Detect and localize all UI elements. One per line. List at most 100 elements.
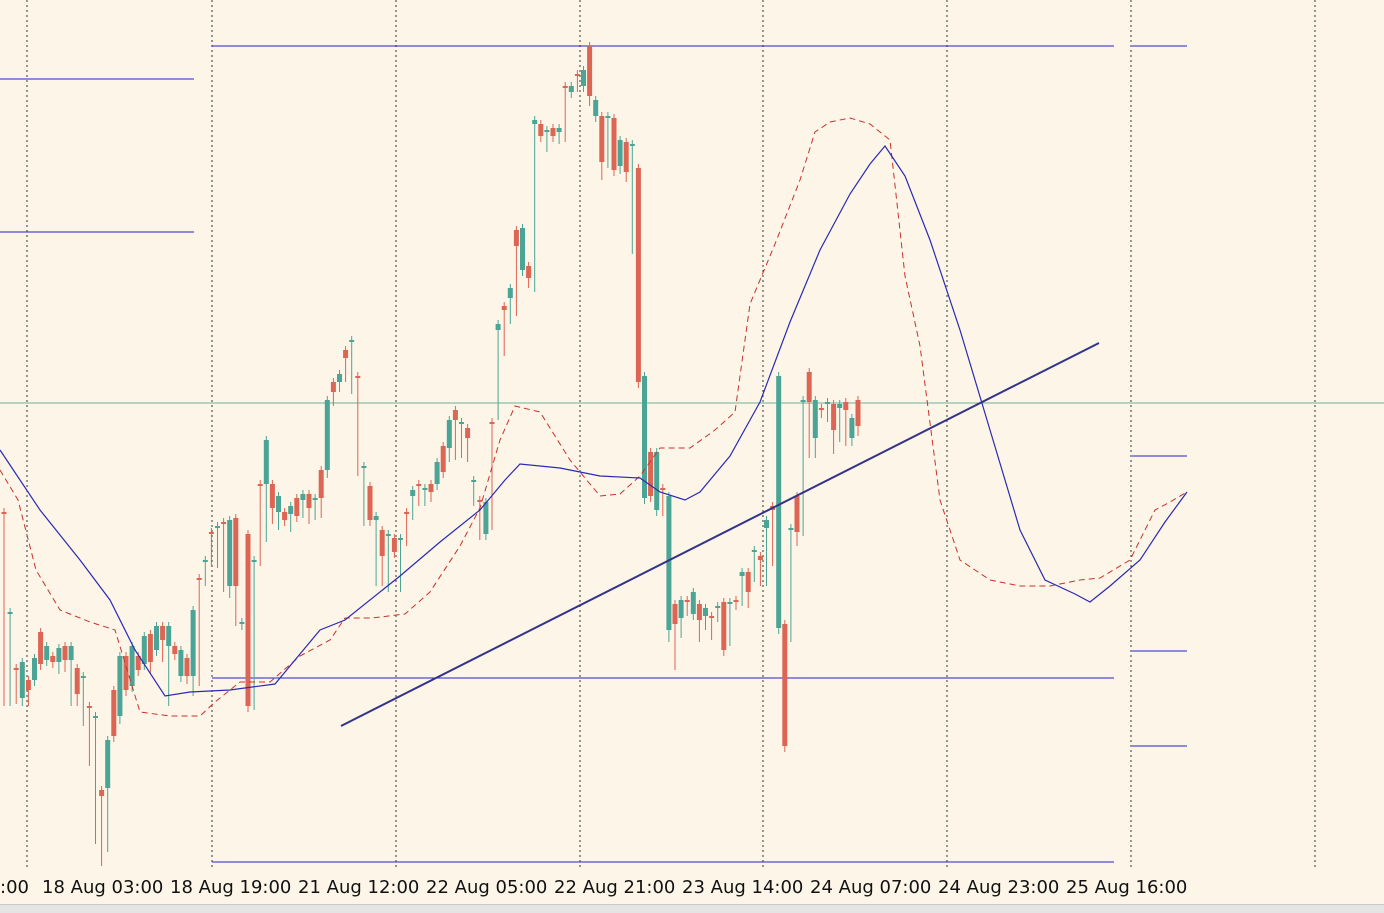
candle-6	[38, 628, 44, 670]
candle-16	[99, 786, 105, 866]
candle-94	[574, 70, 580, 92]
candle-body	[843, 402, 849, 410]
candle-body	[849, 418, 855, 438]
candle-31	[190, 606, 196, 696]
candle-28	[172, 642, 178, 660]
candle-body	[239, 622, 245, 624]
x-tick-label-7: 24 Aug 07:00	[810, 877, 931, 898]
candle-56	[343, 346, 349, 382]
candle-39	[239, 618, 245, 630]
candle-body	[80, 676, 86, 678]
candle-133	[812, 396, 818, 458]
candle-body	[739, 572, 745, 576]
candle-body	[68, 646, 74, 660]
x-tick-label-9: 25 Aug 16:00	[1066, 877, 1187, 898]
candle-body	[221, 522, 227, 524]
candle-77	[471, 476, 477, 506]
candle-body	[678, 600, 684, 618]
candle-135	[825, 398, 830, 422]
candle-79	[483, 498, 489, 540]
candle-body	[751, 550, 757, 552]
candle-48	[294, 494, 300, 522]
candle-86	[526, 262, 532, 288]
candle-121	[739, 568, 745, 606]
candle-body	[776, 376, 782, 628]
candle-body	[300, 494, 306, 500]
candle-body	[19, 662, 25, 698]
candle-120	[733, 596, 739, 610]
candle-54	[330, 378, 336, 406]
candle-body	[623, 142, 629, 172]
candle-body	[428, 484, 434, 492]
candle-134	[818, 404, 824, 418]
candle-123	[751, 546, 757, 582]
candle-25	[154, 622, 159, 656]
candle-131	[800, 396, 806, 536]
candle-12	[74, 664, 80, 706]
candle-body	[172, 646, 178, 654]
candle-43	[263, 436, 269, 542]
candle-body	[404, 512, 410, 514]
candle-body	[538, 124, 544, 136]
candle-8	[50, 652, 56, 668]
candle-47	[288, 502, 294, 532]
candle-105	[642, 372, 647, 504]
candle-99	[605, 112, 611, 168]
candle-58	[355, 372, 361, 476]
candle-110	[672, 600, 678, 670]
candle-36	[221, 518, 227, 592]
x-tick-label-5: 22 Aug 21:00	[554, 877, 675, 898]
candle-73	[446, 416, 452, 462]
candle-body	[617, 140, 623, 166]
horizontal-scrollbar[interactable]	[0, 904, 1384, 913]
candle-body	[581, 70, 586, 86]
trendline[interactable]	[340, 342, 1100, 727]
candle-102	[623, 138, 629, 182]
candle-35	[215, 522, 220, 568]
candle-body	[276, 496, 281, 512]
candle-body	[184, 658, 190, 676]
candle-body	[32, 658, 37, 680]
candle-111	[678, 596, 684, 638]
candle-body	[800, 400, 806, 402]
candle-107	[654, 448, 660, 516]
candle-76	[465, 424, 471, 462]
candle-9	[56, 644, 62, 674]
candle-82	[501, 302, 507, 356]
x-tick-label-4: 22 Aug 05:00	[426, 877, 547, 898]
candle-112	[684, 596, 690, 616]
candle-90	[550, 124, 556, 142]
candle-119	[727, 598, 733, 646]
candle-body	[196, 578, 202, 580]
candle-body	[452, 410, 458, 420]
candle-body	[556, 128, 562, 132]
candle-29	[178, 646, 184, 682]
candle-19	[117, 652, 123, 724]
candle-body	[312, 498, 318, 500]
candle-body	[361, 466, 367, 468]
candle-body	[215, 526, 220, 528]
candle-68	[416, 480, 422, 506]
candle-body	[593, 100, 599, 116]
candle-body	[459, 422, 464, 424]
candle-132	[806, 368, 812, 458]
candle-body	[544, 130, 550, 132]
x-tick-label-1: 18 Aug 03:00	[42, 877, 163, 898]
candle-125	[764, 516, 769, 586]
candle-40	[245, 530, 251, 712]
candle-body	[477, 500, 483, 502]
candle-27	[166, 622, 172, 706]
candle-52	[318, 466, 324, 518]
candle-body	[398, 538, 403, 540]
candle-104	[635, 164, 641, 388]
candle-body	[812, 400, 818, 438]
candle-body	[294, 498, 300, 516]
candle-body	[385, 534, 391, 536]
candle-body	[703, 608, 708, 616]
candle-13	[80, 672, 86, 726]
candle-7	[44, 642, 50, 666]
candle-129	[788, 524, 794, 642]
candle-body	[324, 400, 330, 470]
